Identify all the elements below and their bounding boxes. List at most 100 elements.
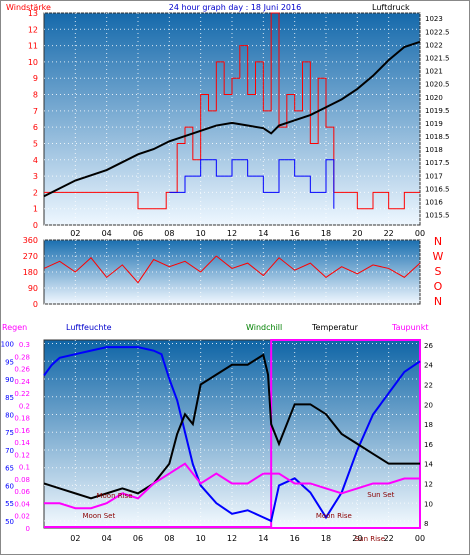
time-tick-label: 20: [352, 534, 362, 543]
temp-tick-label: 20: [424, 401, 433, 409]
time-tick-label: 00: [415, 229, 425, 238]
wind-tick-label: 13: [28, 9, 38, 18]
rain-tick-label: 0.16: [14, 427, 30, 435]
time-tick-label: 08: [164, 534, 174, 543]
temp-tick-label: 12: [424, 480, 433, 488]
compass-letter: W: [433, 250, 444, 263]
temp-tick-label: 16: [424, 441, 433, 449]
time-tick-label: 22: [384, 534, 394, 543]
direction-axis-ticks: 0 90 180 270 360: [23, 236, 38, 309]
humidity-tick-label: 65: [5, 465, 14, 473]
humidity-tick-label: 55: [5, 500, 14, 508]
astro-annotations: Moon Rise Moon Set Moon Rise Sun Set Sun Ris…: [82, 491, 394, 543]
direction-tick-label: 360: [23, 236, 38, 245]
time-tick-label: 02: [70, 229, 80, 238]
pressure-tick-label: 1019: [425, 120, 443, 128]
humidity-tick-label: 100: [1, 341, 14, 349]
astro-label: Moon Set: [82, 512, 115, 520]
humidity-tick-label: 80: [5, 411, 14, 419]
rain-tick-label: 0.1: [19, 464, 30, 472]
rain-tick-label: 0.06: [14, 488, 30, 496]
windchill-label: Windchill: [246, 323, 282, 332]
astro-label: Sun Set: [367, 491, 394, 499]
time-tick-label: 12: [227, 229, 237, 238]
pressure-tick-label: 1016.5: [425, 185, 450, 193]
time-tick-label: 16: [290, 229, 300, 238]
humidity-label: Luftfeuchte: [66, 323, 112, 332]
pressure-tick-label: 1018.5: [425, 133, 450, 141]
rain-axis-ticks: 0 0.02 0.04 0.06 0.08 0.1 0.12 0.14 0.16 0.18 0.2 0…: [14, 341, 30, 533]
time-tick-label: 18: [321, 229, 331, 238]
rain-tick-label: 0.14: [14, 439, 30, 447]
humidity-line: [43, 346, 421, 523]
compass-letter: N: [434, 235, 442, 248]
direction-grid: [44, 239, 421, 305]
time-tick-label: 06: [133, 229, 143, 238]
rain-tick-label: 0.2: [19, 402, 30, 410]
direction-line: [43, 255, 421, 284]
rain-tick-label: 0.18: [14, 415, 30, 423]
wind-tick-label: 12: [28, 25, 38, 34]
chart-title: 24 hour graph day : 18 Juni 2016: [169, 3, 301, 12]
temp-tick-label: 10: [424, 500, 433, 508]
wind-tick-label: 5: [33, 139, 38, 148]
humidity-tick-label: 70: [5, 447, 14, 455]
temp-tick-label: 26: [424, 342, 433, 350]
wind-tick-label: 4: [33, 156, 38, 165]
dewpoint-line: [44, 462, 420, 510]
pressure-tick-label: 1020.5: [425, 81, 450, 89]
time-tick-label: 12: [227, 534, 237, 543]
astro-label: Moon Rise: [96, 492, 132, 500]
wind-pressure-series: [43, 12, 421, 210]
humidity-tick-label: 60: [5, 482, 14, 490]
direction-tick-label: 0: [33, 300, 38, 309]
time-tick-label: 00: [415, 534, 425, 543]
pressure-tick-label: 1022.5: [425, 28, 450, 36]
pressure-tick-label: 1023: [425, 15, 443, 23]
rain-label: Regen: [2, 323, 27, 332]
humidity-axis-ticks: 50 55 60 65 70 75 80 85 90 95 100: [1, 341, 14, 526]
pressure-line: [43, 40, 421, 198]
pressure-tick-label: 1016: [425, 198, 443, 206]
time-tick-label: 22: [384, 229, 394, 238]
time-tick-label: 20: [352, 229, 362, 238]
rain-tick-label: 0.04: [14, 500, 30, 508]
humidity-temperature-series: [43, 339, 421, 529]
pressure-tick-label: 1021: [425, 68, 443, 76]
temperature-axis-ticks: 8 10 12 14 16 18 20 22 24 26: [424, 342, 433, 528]
astro-label: Moon Rise: [316, 512, 352, 520]
humidity-tick-label: 90: [5, 376, 14, 384]
rain-tick-label: 0.12: [14, 451, 30, 459]
humidity-tick-label: 85: [5, 394, 14, 402]
wind-tick-label: 3: [33, 172, 38, 181]
direction-tick-label: 270: [23, 252, 38, 261]
time-tick-label: 04: [102, 534, 112, 543]
rain-tick-label: 0.02: [14, 513, 30, 521]
wind-tick-label: 6: [33, 123, 38, 132]
astro-label: Sun Rise: [355, 535, 385, 543]
direction-tick-label: 180: [23, 268, 38, 277]
humidity-tick-label: 75: [5, 429, 14, 437]
wind-tick-label: 9: [33, 74, 38, 83]
compass-letter: O: [434, 280, 443, 293]
temp-tick-label: 14: [424, 461, 433, 469]
dewpoint-label: Taupunkt: [391, 323, 429, 332]
time-tick-label: 14: [258, 534, 268, 543]
temp-tick-label: 18: [424, 421, 433, 429]
temperature-line: [43, 353, 420, 500]
humidity-grid: [44, 340, 421, 528]
time-tick-label: 14: [258, 229, 268, 238]
wind-label: Windstärke: [6, 3, 51, 12]
pressure-tick-label: 1022: [425, 41, 443, 49]
wind-tick-label: 1: [33, 205, 38, 214]
time-tick-label: 16: [290, 534, 300, 543]
rain-tick-label: 0.24: [14, 378, 30, 386]
wind-line: [44, 12, 420, 210]
direction-series: [43, 255, 421, 284]
temp-tick-label: 8: [424, 520, 428, 528]
pressure-tick-label: 1015.5: [425, 212, 450, 220]
time-tick-label: 02: [70, 534, 80, 543]
